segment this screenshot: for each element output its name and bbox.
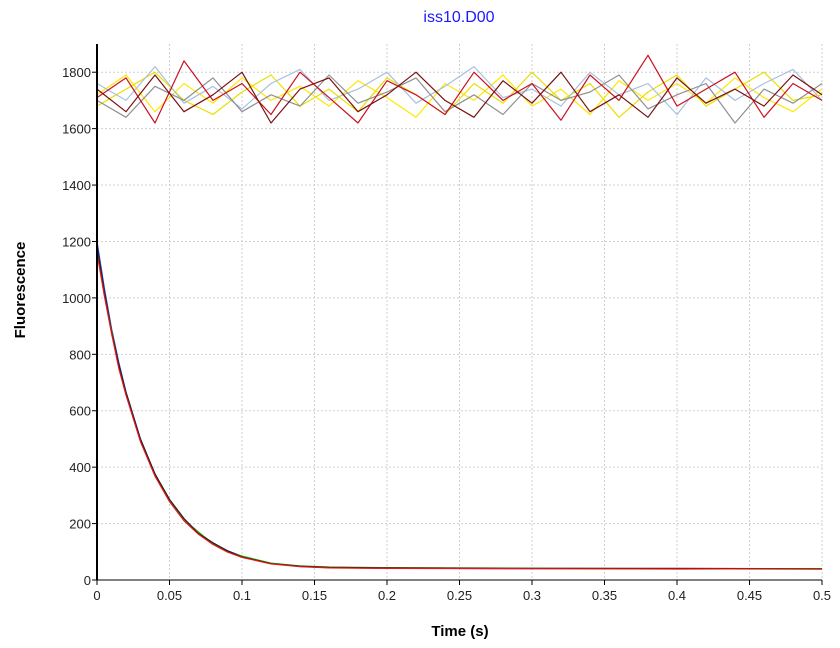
series-line-4 bbox=[96, 74, 823, 124]
x-tick-label: 0.45 bbox=[737, 588, 762, 603]
series-line-6 bbox=[96, 71, 823, 124]
y-tick-label: 400 bbox=[69, 460, 91, 475]
series-line-3 bbox=[96, 66, 823, 116]
y-tick-label: 1200 bbox=[62, 234, 91, 249]
x-axis-title: Time (s) bbox=[431, 623, 488, 640]
x-ticks: 0 0.05 0.1 0.15 0.2 0.25 0.3 0.35 0.4 0.45 0.5 bbox=[93, 580, 831, 603]
x-tick-label: 0.1 bbox=[233, 588, 251, 603]
chart-title: iss10.D00 bbox=[423, 9, 494, 26]
x-tick-label: 0.25 bbox=[447, 588, 472, 603]
y-tick-label: 1600 bbox=[62, 122, 91, 137]
y-tick-label: 200 bbox=[69, 517, 91, 532]
y-tick-label: 1800 bbox=[62, 65, 91, 80]
y-tick-label: 800 bbox=[69, 347, 91, 362]
grid bbox=[97, 44, 823, 580]
y-tick-label: 0 bbox=[84, 573, 91, 588]
series-line-2 bbox=[96, 71, 823, 118]
series-line-1 bbox=[96, 74, 823, 118]
x-tick-label: 0.2 bbox=[378, 588, 396, 603]
y-axis-title: Fluorescence bbox=[12, 242, 29, 339]
x-tick-label: 0.35 bbox=[592, 588, 617, 603]
y-ticks: 0 200 400 600 800 1000 1200 1400 1600 1800 bbox=[62, 65, 97, 588]
series-line-10 bbox=[96, 252, 823, 570]
x-tick-label: 0 bbox=[93, 588, 100, 603]
x-tick-label: 0.5 bbox=[813, 588, 831, 603]
x-tick-label: 0.3 bbox=[523, 588, 541, 603]
x-tick-label: 0.15 bbox=[302, 588, 327, 603]
series-line-5 bbox=[96, 54, 823, 124]
y-tick-label: 1400 bbox=[62, 178, 91, 193]
y-tick-label: 1000 bbox=[62, 291, 91, 306]
y-tick-label: 600 bbox=[69, 404, 91, 419]
x-tick-label: 0.4 bbox=[668, 588, 686, 603]
series-group bbox=[96, 54, 823, 570]
x-tick-label: 0.05 bbox=[157, 588, 182, 603]
